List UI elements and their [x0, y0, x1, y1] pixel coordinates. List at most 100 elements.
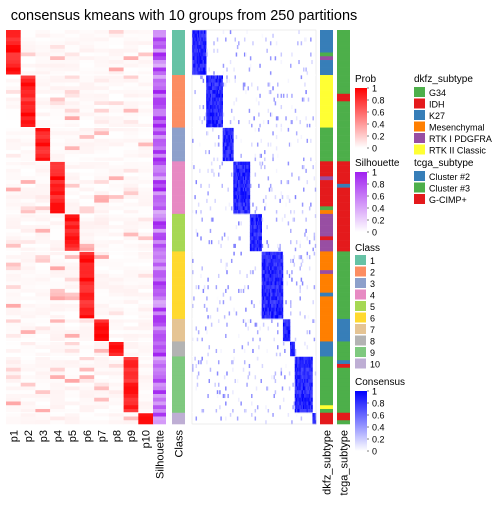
prob-cell: [20, 146, 36, 151]
consensus-cell: [223, 150, 226, 155]
prob-cell: [79, 45, 95, 50]
tcga-cell: [337, 292, 350, 297]
prob-cell: [94, 217, 110, 222]
class-cell: [172, 52, 185, 57]
consensus-cell: [311, 386, 313, 391]
consensus-cell: [298, 382, 300, 387]
dkfz-cell: [320, 157, 333, 162]
tcga-cell: [337, 258, 350, 263]
consensus-cell: [266, 240, 268, 245]
class-cell: [172, 153, 185, 158]
consensus-cell: [200, 33, 202, 38]
consensus-cell: [238, 41, 240, 46]
silhouette-cell: [153, 318, 166, 323]
consensus-cell: [305, 405, 307, 410]
consensus-cell: [267, 326, 270, 331]
consensus-cell: [209, 75, 212, 80]
consensus-cell: [310, 408, 312, 414]
prob-cell: [64, 213, 80, 218]
consensus-cell: [275, 303, 278, 308]
consensus-cell: [251, 225, 253, 230]
silhouette-cell: [153, 217, 166, 222]
class-cell: [172, 127, 185, 132]
prob-cell: [94, 240, 110, 245]
consensus-cell: [278, 251, 280, 256]
prob-cell: [64, 153, 80, 158]
prob-cell: [6, 86, 21, 91]
prob-cell: [123, 393, 139, 399]
consensus-cell: [226, 157, 228, 162]
prob-cell: [64, 123, 80, 128]
consensus-cell: [242, 195, 245, 200]
prob-cell: [50, 165, 66, 170]
consensus-cell: [306, 408, 309, 414]
consensus-cell: [279, 251, 281, 256]
consensus-cell: [213, 90, 215, 95]
consensus-cell: [286, 270, 288, 275]
consensus-cell: [225, 401, 227, 406]
consensus-cell: [246, 183, 248, 188]
consensus-cell: [299, 371, 301, 376]
consensus-cell: [243, 187, 246, 192]
class-legend-label: 10: [370, 360, 380, 370]
tcga-cell: [337, 300, 350, 305]
consensus-cell: [194, 90, 196, 95]
consensus-cell: [264, 277, 266, 282]
prob-cell: [64, 225, 80, 230]
consensus-cell: [252, 213, 254, 218]
prob-cell: [64, 150, 80, 155]
consensus-cell: [277, 292, 279, 297]
consensus-cell: [260, 311, 262, 316]
consensus-cell: [202, 56, 205, 61]
consensus-cell: [295, 397, 298, 402]
consensus-cell: [228, 131, 231, 136]
prob-cell: [108, 213, 124, 218]
prob-cell: [64, 37, 80, 42]
prob-cell: [20, 60, 36, 65]
prob-cell: [123, 405, 139, 410]
prob-cell: [6, 255, 21, 260]
prob-cell: [6, 408, 21, 414]
silhouette-cell: [153, 191, 166, 196]
consensus-cell: [254, 416, 257, 421]
prob-cell: [35, 273, 51, 278]
prob-cell: [50, 146, 66, 151]
consensus-cell: [221, 97, 224, 102]
consensus-cell: [267, 266, 270, 271]
prob-cell: [6, 97, 21, 102]
dkfz-legend-swatch: [414, 98, 425, 109]
prob-cell: [79, 360, 95, 365]
consensus-cell: [203, 48, 206, 53]
consensus-cell: [194, 33, 196, 38]
consensus-cell: [254, 266, 257, 271]
consensus-cell: [267, 303, 270, 308]
prob-cell: [108, 195, 124, 200]
prob-cell: [79, 303, 95, 308]
prob-cell: [6, 228, 21, 233]
consensus-cell: [202, 37, 205, 42]
consensus-cell: [248, 191, 251, 196]
consensus-cell: [265, 288, 267, 293]
prob-cell: [20, 232, 36, 237]
consensus-cell: [279, 247, 281, 252]
prob-cell: [35, 127, 51, 132]
consensus-cell: [238, 120, 240, 125]
consensus-cell: [299, 378, 301, 384]
consensus-cell: [310, 397, 312, 402]
consensus-cell: [294, 195, 297, 200]
prob-cell: [94, 198, 110, 203]
consensus-cell: [303, 157, 305, 162]
prob-cell: [64, 236, 80, 241]
silhouette-cell: [153, 168, 166, 173]
consensus-cell: [256, 217, 259, 222]
consensus-cell: [264, 315, 266, 320]
prob-cell: [108, 138, 124, 143]
consensus-cell: [235, 187, 238, 192]
prob-cell: [138, 60, 154, 65]
prob-cell: [138, 232, 154, 237]
consensus-cell: [286, 180, 288, 185]
consensus-cell: [264, 165, 266, 170]
prob-cell: [79, 416, 95, 421]
prob-cell: [35, 247, 51, 252]
prob-cell: [6, 247, 21, 252]
